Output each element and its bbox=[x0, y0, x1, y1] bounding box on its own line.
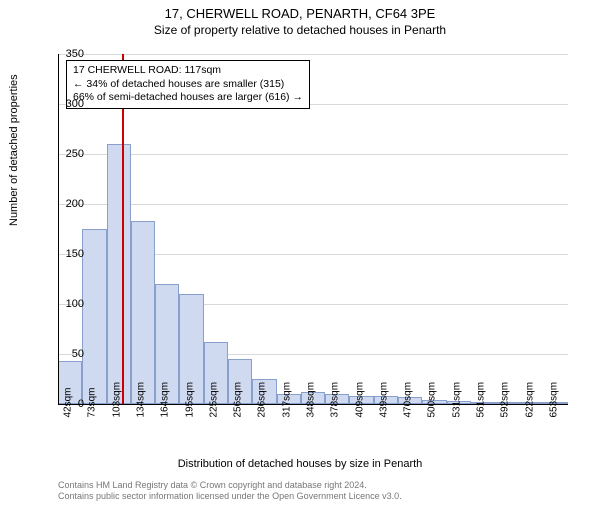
gridline bbox=[58, 204, 568, 205]
info-line-3: 66% of semi-detached houses are larger (… bbox=[73, 91, 303, 105]
attribution: Contains HM Land Registry data © Crown c… bbox=[58, 480, 402, 503]
gridline bbox=[58, 54, 568, 55]
info-box: 17 CHERWELL ROAD: 117sqm ← 34% of detach… bbox=[66, 60, 310, 109]
ytick-label: 50 bbox=[44, 348, 84, 360]
ytick-label: 300 bbox=[44, 98, 84, 110]
chart-address-title: 17, CHERWELL ROAD, PENARTH, CF64 3PE bbox=[0, 6, 600, 21]
info-line-2: ← 34% of detached houses are smaller (31… bbox=[73, 78, 303, 92]
ytick-label: 200 bbox=[44, 198, 84, 210]
ytick-label: 150 bbox=[44, 248, 84, 260]
chart-subtitle: Size of property relative to detached ho… bbox=[0, 23, 600, 37]
info-line-1: 17 CHERWELL ROAD: 117sqm bbox=[73, 64, 303, 78]
attribution-line-1: Contains HM Land Registry data © Crown c… bbox=[58, 480, 402, 491]
ytick-label: 100 bbox=[44, 298, 84, 310]
ytick-label: 250 bbox=[44, 148, 84, 160]
y-axis-label: Number of detached properties bbox=[8, 74, 20, 226]
ytick-label: 350 bbox=[44, 48, 84, 60]
gridline bbox=[58, 154, 568, 155]
histogram-bar bbox=[131, 221, 155, 404]
x-axis-label: Distribution of detached houses by size … bbox=[0, 458, 600, 470]
histogram-bar bbox=[107, 144, 131, 404]
chart-container: 17, CHERWELL ROAD, PENARTH, CF64 3PE Siz… bbox=[0, 6, 600, 506]
attribution-line-2: Contains public sector information licen… bbox=[58, 491, 402, 502]
histogram-bar bbox=[82, 229, 106, 404]
